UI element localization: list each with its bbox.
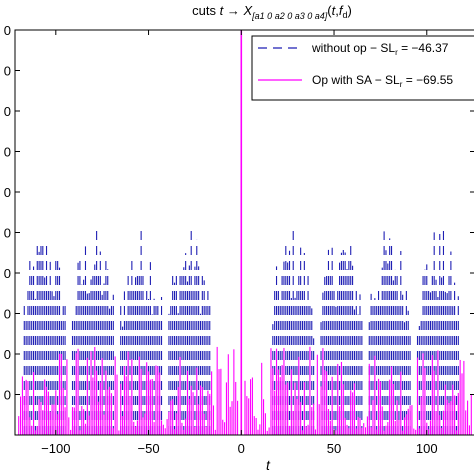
legend-label-series-1: without op − SLr = −46.37 <box>311 41 449 57</box>
legend-box <box>251 35 474 101</box>
title-arg2-sub: d <box>342 10 347 20</box>
title-arrow: → <box>223 3 243 18</box>
title-arg1: t <box>332 3 337 18</box>
title-args-close: ) <box>347 3 351 18</box>
title-subscript: [a1 0 a2 0 a3 0 a4] <box>251 11 328 21</box>
x-tick-label: 100 <box>416 441 438 456</box>
title-func: X <box>243 3 254 18</box>
y-tick-label: 0 <box>4 266 11 281</box>
title-var: t <box>220 3 225 18</box>
legend: without op − SLr = −46.37 Op with SA − S… <box>251 35 474 101</box>
y-tick-label: 0 <box>4 64 11 79</box>
y-tick-label: 0 <box>4 307 11 322</box>
legend-label-series-2: Op with SA − SLr = −69.55 <box>312 73 453 89</box>
y-tick-label: 0 <box>4 145 11 160</box>
series-layer <box>18 30 472 435</box>
x-ticks: −100 −50 0 50 100 <box>41 30 438 456</box>
x-tick-label: −100 <box>41 441 70 456</box>
x-tick-label: 0 <box>238 441 245 456</box>
y-tick-label: 0 <box>4 23 11 38</box>
y-tick-label: 0 <box>4 185 11 200</box>
x-tick-label: 50 <box>327 441 341 456</box>
y-ticks: 0 0 0 0 0 0 0 0 0 0 <box>4 23 474 403</box>
y-tick-label: 0 <box>4 347 11 362</box>
series-op-with-sa <box>18 30 472 435</box>
chart-title: cuts t → X[a1 0 a2 0 a3 0 a4](t,fd) <box>192 3 352 21</box>
y-tick-label: 0 <box>4 226 11 241</box>
y-tick-label: 0 <box>4 104 11 119</box>
title-args-open: ( <box>327 3 332 18</box>
title-arg2: f <box>339 3 344 18</box>
y-tick-label: 0 <box>4 388 11 403</box>
x-axis-label: t <box>266 457 271 473</box>
title-arg-sep: , <box>335 3 339 18</box>
x-tick-label: −50 <box>138 441 160 456</box>
title-prefix: cuts <box>192 3 219 18</box>
